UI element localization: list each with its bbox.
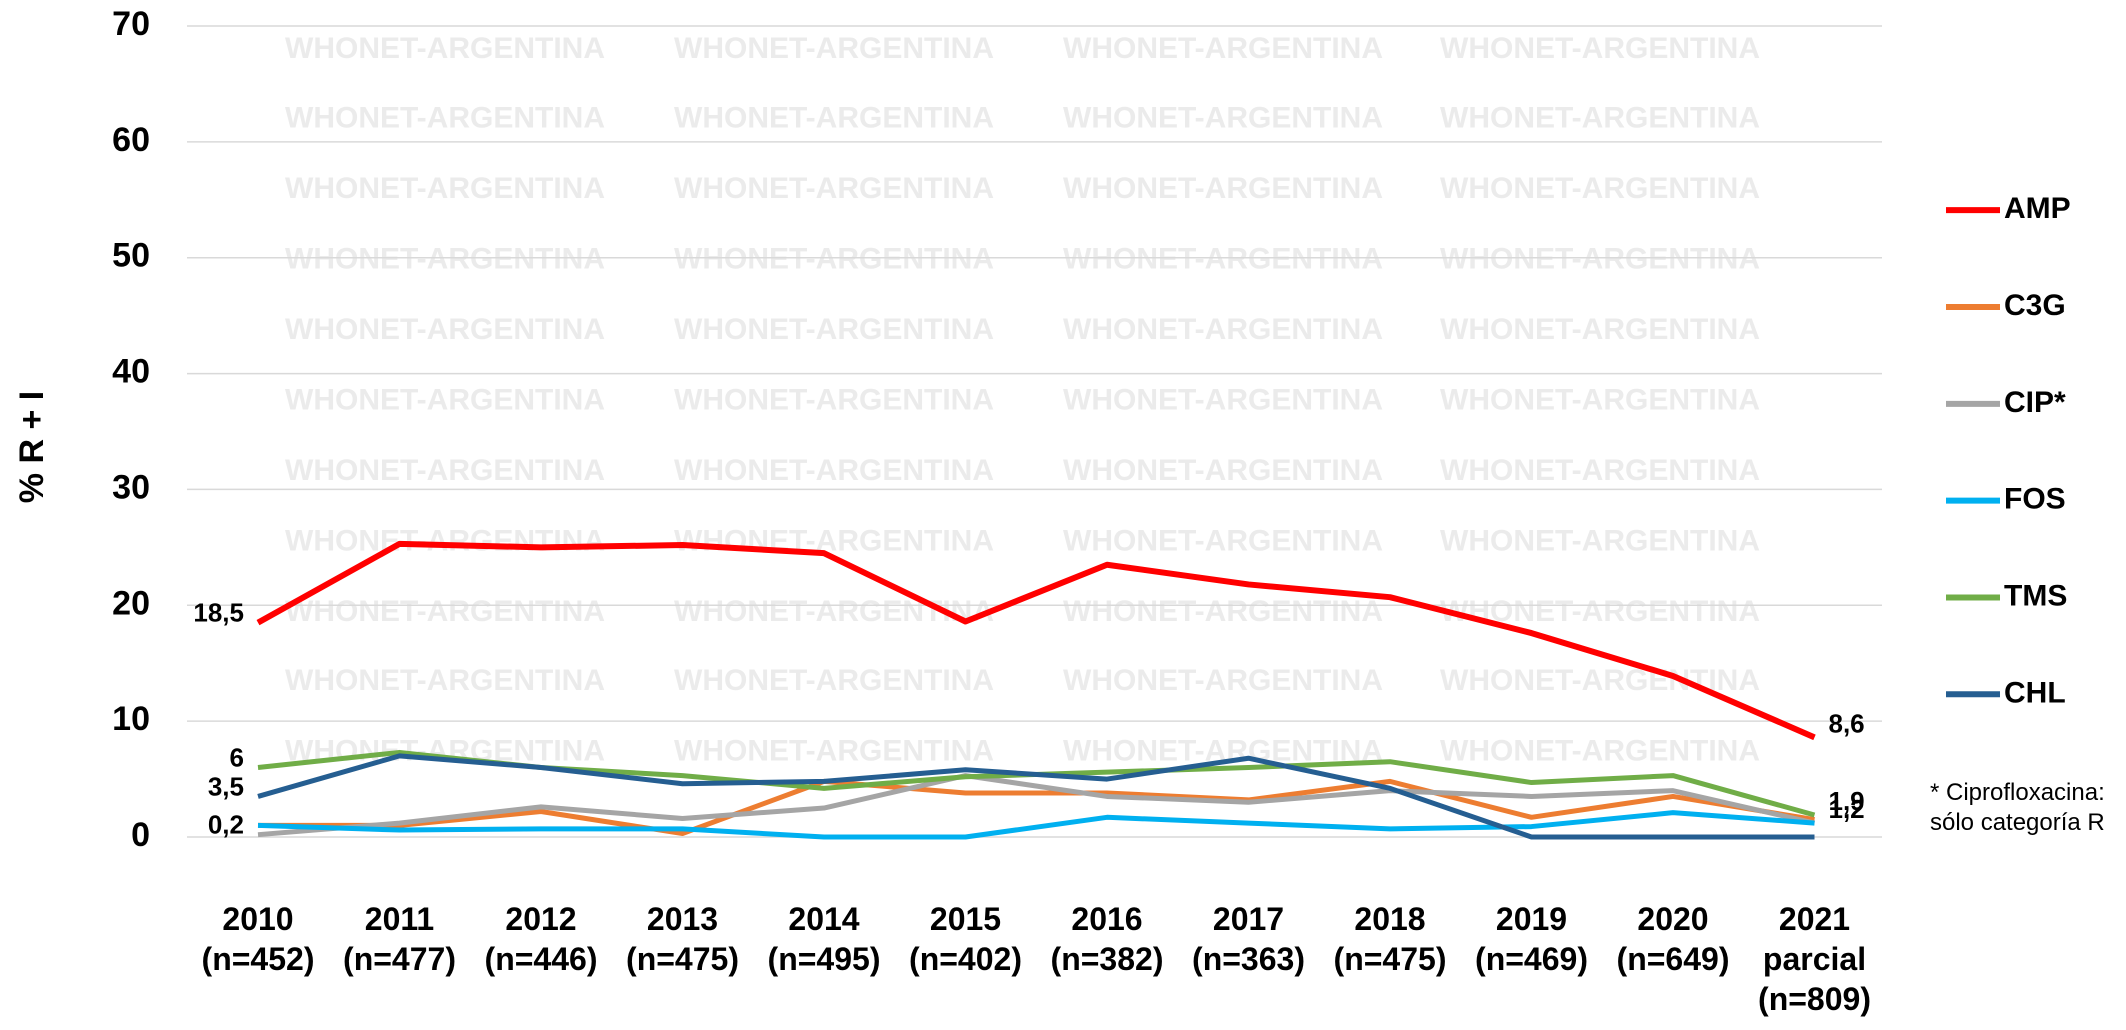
- data-label: 8,6: [1829, 708, 1865, 738]
- series-line: [258, 778, 1815, 837]
- watermark: WHONET-ARGENTINA: [1440, 313, 1760, 346]
- y-tick-label: 0: [131, 816, 150, 854]
- watermark: WHONET-ARGENTINA: [285, 524, 605, 557]
- x-tick-label: 2014 (n=495): [768, 901, 881, 977]
- watermark: WHONET-ARGENTINA: [1440, 383, 1760, 416]
- watermark: WHONET-ARGENTINA: [674, 454, 994, 487]
- watermark: WHONET-ARGENTINA: [1063, 595, 1383, 628]
- x-tick-label: 2018 (n=475): [1334, 901, 1447, 977]
- series-line: [257, 753, 1815, 840]
- watermark: WHONET-ARGENTINA: [1063, 664, 1383, 697]
- watermark: WHONET-ARGENTINA: [1440, 32, 1760, 65]
- x-tick-label: 2017 (n=363): [1192, 901, 1305, 977]
- data-label: 0,2: [208, 810, 244, 840]
- watermark: WHONET-ARGENTINA: [674, 242, 994, 275]
- y-axis-title: % R + I: [13, 391, 51, 503]
- watermark: WHONET-ARGENTINA: [1440, 454, 1760, 487]
- watermark: WHONET-ARGENTINA: [1063, 172, 1383, 205]
- watermark: WHONET-ARGENTINA: [285, 735, 605, 768]
- watermark: WHONET-ARGENTINA: [674, 524, 994, 557]
- watermark: WHONET-ARGENTINA: [1440, 172, 1760, 205]
- watermark: WHONET-ARGENTINA: [674, 664, 994, 697]
- watermark: WHONET-ARGENTINA: [285, 595, 605, 628]
- watermark: WHONET-ARGENTINA: [1063, 524, 1383, 557]
- legend-label: FOS: [2004, 483, 2066, 516]
- x-tick-label: 2019 (n=469): [1475, 901, 1588, 977]
- watermark: WHONET-ARGENTINA: [285, 454, 605, 487]
- watermark: WHONET-ARGENTINA: [1063, 383, 1383, 416]
- data-label: 18,5: [193, 598, 244, 628]
- watermark: WHONET-ARGENTINA: [285, 172, 605, 205]
- watermark: WHONET-ARGENTINA: [1440, 101, 1760, 134]
- y-tick-label: 60: [112, 121, 150, 159]
- watermark: WHONET-ARGENTINA: [674, 735, 994, 768]
- watermark: WHONET-ARGENTINA: [674, 32, 994, 65]
- watermark: WHONET-ARGENTINA: [285, 242, 605, 275]
- x-tick-label: 2016 (n=382): [1051, 901, 1164, 977]
- x-tick-label: 2013 (n=475): [626, 901, 739, 977]
- x-tick-label: 2015 (n=402): [909, 901, 1022, 977]
- y-tick-label: 30: [112, 468, 150, 506]
- x-tick-label: 2012 (n=446): [485, 901, 598, 977]
- watermark: WHONET-ARGENTINA: [285, 383, 605, 416]
- watermark: WHONET-ARGENTINA: [1440, 242, 1760, 275]
- watermark: WHONET-ARGENTINA: [285, 664, 605, 697]
- series-line: [257, 810, 1815, 840]
- data-label: 6: [230, 742, 244, 772]
- x-tick-label: 2021 parcial (n=809): [1758, 901, 1871, 1017]
- watermark: WHONET-ARGENTINA: [1063, 454, 1383, 487]
- x-tick-label: 2010 (n=452): [202, 901, 315, 977]
- series-line: [256, 540, 1816, 741]
- watermark: WHONET-ARGENTINA: [285, 101, 605, 134]
- watermark: WHONET-ARGENTINA: [1063, 32, 1383, 65]
- legend-label: AMP: [2004, 192, 2071, 225]
- legend-label: CHL: [2004, 676, 2066, 709]
- data-label: 3,5: [208, 771, 244, 801]
- data-label: 1,2: [1829, 794, 1865, 824]
- y-tick-label: 20: [112, 584, 150, 622]
- watermark: WHONET-ARGENTINA: [674, 383, 994, 416]
- footnote: * Ciprofloxacina: sólo categoría R: [1930, 779, 2105, 836]
- legend-label: C3G: [2004, 289, 2066, 322]
- watermark: WHONET-ARGENTINA: [674, 172, 994, 205]
- watermark: WHONET-ARGENTINA: [1063, 313, 1383, 346]
- watermark: WHONET-ARGENTINA: [1063, 101, 1383, 134]
- series-line: [257, 773, 1816, 838]
- watermark: WHONET-ARGENTINA: [674, 313, 994, 346]
- x-tick-label: 2020 (n=649): [1617, 901, 1730, 977]
- x-tick-label: 2011 (n=477): [343, 901, 456, 977]
- y-tick-label: 40: [112, 353, 150, 391]
- watermark: WHONET-ARGENTINA: [1440, 524, 1760, 557]
- legend-label: TMS: [2004, 579, 2067, 612]
- watermark: WHONET-ARGENTINA: [285, 313, 605, 346]
- watermark: WHONET-ARGENTINA: [1440, 735, 1760, 768]
- watermark: WHONET-ARGENTINA: [674, 101, 994, 134]
- y-tick-label: 70: [112, 5, 150, 43]
- y-tick-label: 10: [112, 700, 150, 738]
- watermark: WHONET-ARGENTINA: [285, 32, 605, 65]
- data-label: 1,9: [1829, 786, 1865, 816]
- y-tick-label: 50: [112, 237, 150, 275]
- legend-label: CIP*: [2004, 386, 2066, 419]
- watermark: WHONET-ARGENTINA: [1063, 242, 1383, 275]
